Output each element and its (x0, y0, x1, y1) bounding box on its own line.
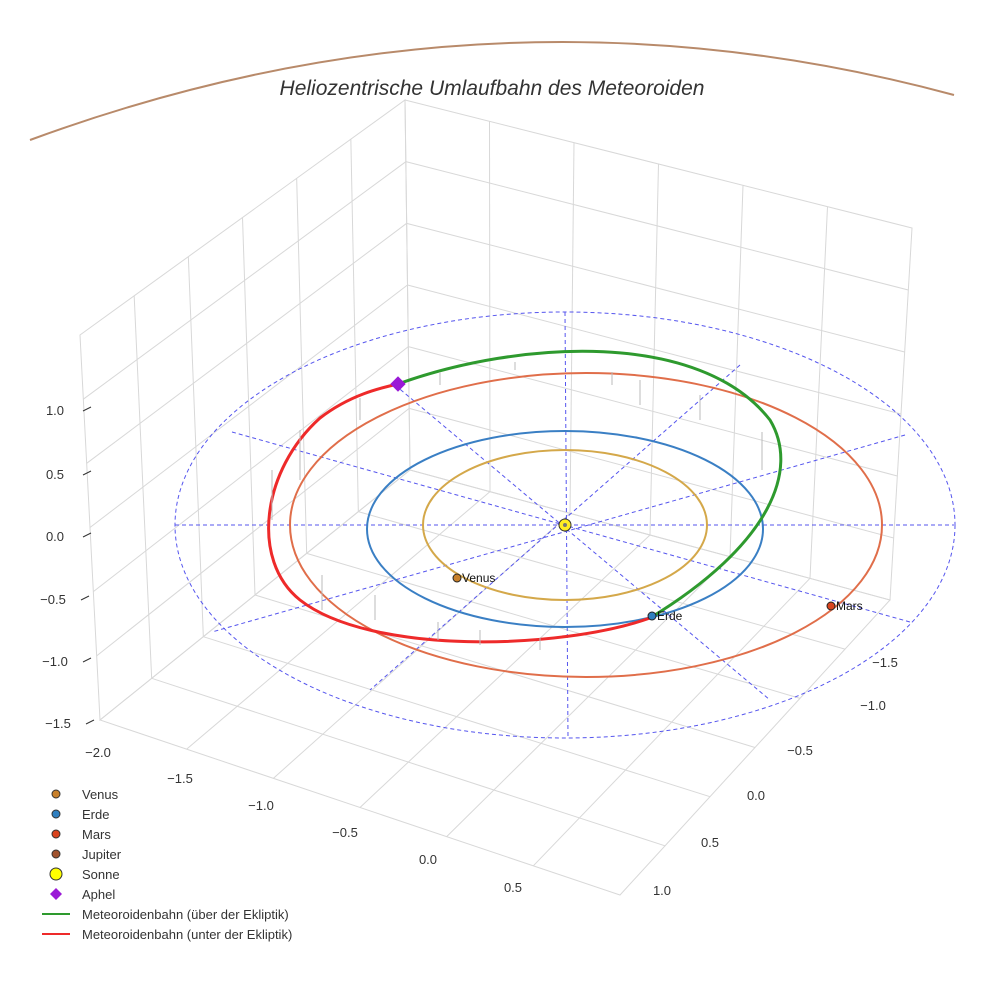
z-tick-mark (80, 595, 90, 601)
legend-label: Mars (82, 827, 111, 842)
y-tick-label: 0.0 (747, 788, 765, 803)
jupiter-orbit (29, 41, 955, 141)
legend-label: Meteoroidenbahn (unter der Ekliptik) (82, 927, 292, 942)
floor (98, 469, 891, 896)
axes-panes (79, 99, 913, 896)
z-tick-label: 1.0 (46, 403, 64, 418)
venus-marker (452, 573, 462, 583)
y-axis-ticks: −1.5 −1.0 −0.5 0.0 0.5 1.0 (653, 655, 898, 898)
mars-orbit (289, 372, 883, 678)
x-tick-label: 0.0 (419, 852, 437, 867)
z-tick-label: 0.5 (46, 467, 64, 482)
left-wall-hgrid (86, 222, 407, 464)
legend-label: Sonne (82, 867, 120, 882)
right-wall-hgrid (408, 346, 898, 477)
right-wall-hgrid (406, 222, 905, 353)
z-axis-ticks: −1.5 −1.0 −0.5 0.0 0.5 1.0 (40, 403, 95, 731)
legend-swatch (51, 829, 61, 839)
mars-marker (826, 601, 836, 611)
x-tick-label: −1.0 (248, 798, 274, 813)
ecliptic-spoke (394, 384, 771, 701)
x-axis-ticks: −2.0 −1.5 −1.0 −0.5 0.0 0.5 (85, 745, 522, 895)
venus-orbit (422, 449, 708, 601)
legend-swatch (51, 809, 61, 819)
sun-center (563, 523, 567, 527)
meteoroid-orbit (267, 349, 783, 650)
y-tick-label: 1.0 (653, 883, 671, 898)
erde-orbit (366, 430, 764, 628)
z-tick-mark (82, 657, 92, 663)
ecliptic-spoke (369, 364, 741, 691)
legend-swatch (50, 888, 62, 900)
ecliptic-spoke (211, 434, 906, 633)
planet-orbits (289, 372, 883, 678)
legend-label: Aphel (82, 887, 115, 902)
y-tick-label: 0.5 (701, 835, 719, 850)
floor-grid (358, 511, 846, 650)
meteoroid-orbit-below (267, 382, 651, 644)
aphel-marker (390, 376, 406, 392)
mars-marker-label: Mars (836, 599, 863, 613)
x-tick-label: −0.5 (332, 825, 358, 840)
right-wall-hgrid (407, 284, 902, 415)
chart-title: Heliozentrische Umlaufbahn des Meteoroid… (280, 77, 705, 100)
erde-marker-label: Erde (657, 609, 683, 623)
venus-marker-label: Venus (462, 571, 495, 585)
meteoroid-orbit-above (397, 349, 783, 620)
left-wall-hgrid (83, 161, 407, 400)
left-wall-hgrid (96, 407, 410, 657)
legend-label: Erde (82, 807, 109, 822)
y-tick-label: −0.5 (787, 743, 813, 758)
right-wall-hgrid (405, 161, 909, 291)
legend-label: Jupiter (82, 847, 122, 862)
z-tick-mark (82, 532, 92, 538)
z-tick-label: 0.0 (46, 529, 64, 544)
legend: Venus Erde Mars Jupiter Sonne Aphel Meteoroide… (42, 787, 292, 942)
x-tick-label: −2.0 (85, 745, 111, 760)
legend-swatch (49, 867, 63, 881)
legend-label: Venus (82, 787, 119, 802)
legend-swatch (51, 789, 61, 799)
y-tick-label: −1.5 (872, 655, 898, 670)
z-tick-label: −1.0 (42, 654, 68, 669)
right-wall-hgrid (409, 407, 894, 539)
legend-label: Meteoroidenbahn (über der Ekliptik) (82, 907, 289, 922)
z-tick-label: −0.5 (40, 592, 66, 607)
left-wall-hgrid (89, 284, 408, 528)
x-tick-label: 0.5 (504, 880, 522, 895)
erde-marker (647, 611, 657, 621)
x-tick-label: −1.5 (167, 771, 193, 786)
legend-swatch (51, 849, 61, 859)
z-tick-mark (82, 406, 92, 412)
markers: Venus Erde Mars (390, 376, 863, 623)
y-tick-label: −1.0 (860, 698, 886, 713)
z-tick-label: −1.5 (45, 716, 71, 731)
left-wall-hgrid (93, 346, 409, 593)
z-tick-mark (85, 719, 95, 725)
z-tick-mark (82, 470, 92, 476)
